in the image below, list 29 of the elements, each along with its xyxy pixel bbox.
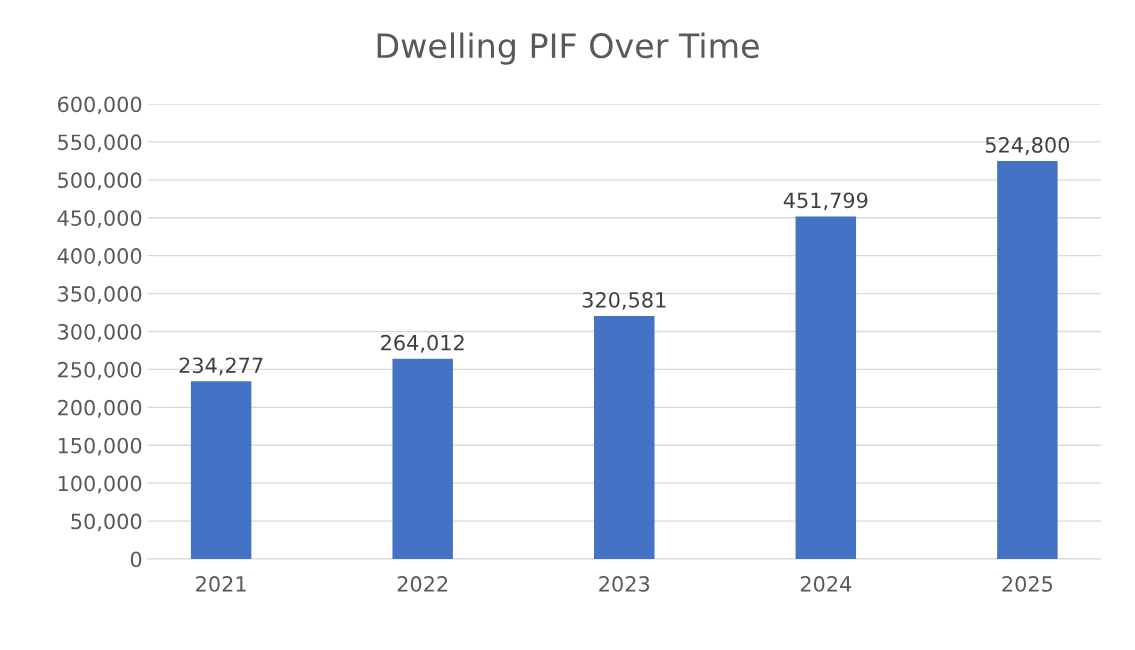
y-tick-label: 600,000 — [57, 96, 142, 115]
x-tick-label: 2023 — [599, 576, 650, 592]
y-tick-label: 100,000 — [58, 475, 142, 494]
data-label: 524,800 — [985, 137, 1070, 155]
x-tick-label: 2021 — [196, 576, 246, 592]
y-tick-label: 50,000 — [71, 513, 142, 532]
y-tick-label: 300,000 — [58, 323, 142, 342]
data-label: 451,799 — [783, 192, 868, 211]
bar — [795, 216, 857, 559]
y-tick-label: 550,000 — [58, 134, 142, 153]
y-tick-label: 350,000 — [58, 286, 142, 304]
y-tick-label: 450,000 — [57, 210, 142, 229]
data-label: 264,012 — [381, 334, 464, 353]
chart-title: Dwelling PIF Over Time — [377, 32, 759, 65]
y-tick-label: 200,000 — [58, 399, 142, 418]
y-tick-label: 250,000 — [58, 361, 142, 380]
x-tick-label: 2022 — [397, 576, 448, 592]
data-label: 320,581 — [582, 291, 666, 310]
bar — [392, 358, 453, 559]
bar — [594, 315, 655, 559]
data-label: 234,277 — [179, 357, 263, 376]
bar — [997, 161, 1058, 559]
y-tick-label: 400,000 — [57, 248, 142, 266]
y-tick-label: 0 — [130, 551, 142, 568]
bar — [190, 381, 252, 559]
y-tick-label: 500,000 — [58, 172, 142, 191]
x-tick-label: 2024 — [800, 576, 852, 592]
x-tick-label: 2025 — [1002, 576, 1053, 592]
y-tick-label: 150,000 — [58, 437, 142, 456]
